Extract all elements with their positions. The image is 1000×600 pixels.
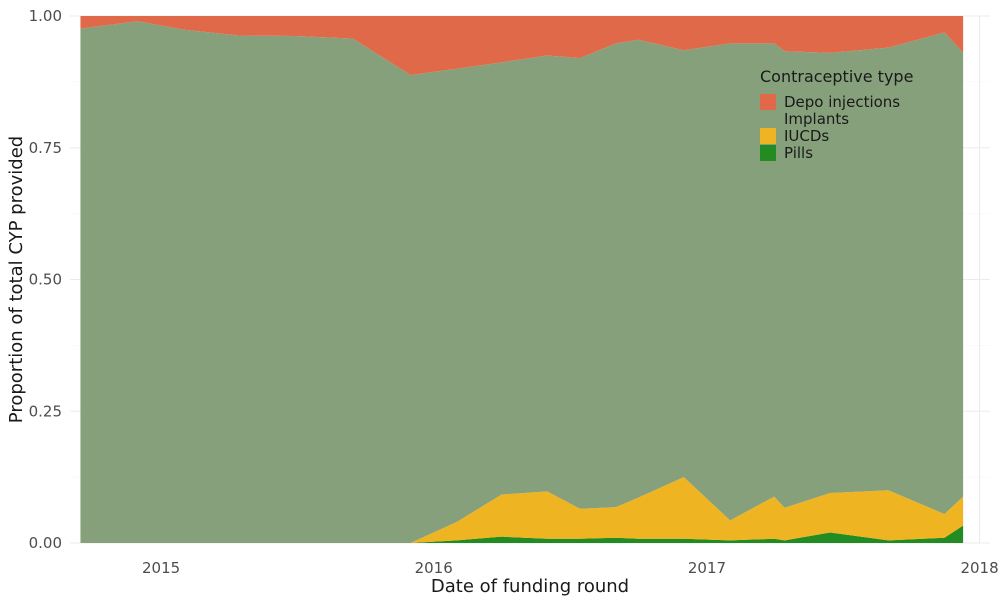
legend-label-depo-injections: Depo injections xyxy=(784,93,900,111)
legend-label-pills: Pills xyxy=(784,144,813,162)
x-tick-label: 2017 xyxy=(688,559,726,577)
y-tick-label: 0.50 xyxy=(29,271,62,289)
y-tick-label: 1.00 xyxy=(29,7,62,25)
area-pills xyxy=(80,525,964,543)
legend-swatch-pills xyxy=(760,145,776,161)
area-series xyxy=(80,16,964,543)
legend-label-iucds: IUCDs xyxy=(784,127,829,145)
area-implants xyxy=(80,21,964,543)
legend-swatch-implants xyxy=(760,111,776,127)
legend: Contraceptive type Depo injectionsImplan… xyxy=(760,67,913,162)
legend-swatch-depo-injections xyxy=(760,94,776,110)
legend-swatch-iucds xyxy=(760,128,776,144)
y-tick-label: 0.00 xyxy=(29,534,62,552)
legend-title: Contraceptive type xyxy=(760,67,913,86)
area-depo-injections xyxy=(80,16,964,76)
y-tick-label: 0.75 xyxy=(29,139,62,157)
x-tick-label: 2015 xyxy=(142,559,180,577)
legend-label-implants: Implants xyxy=(784,110,849,128)
x-axis-ticks: 2015 2016 2017 2018 xyxy=(142,559,999,577)
area-iucds xyxy=(80,477,964,543)
x-tick-label: 2016 xyxy=(415,559,453,577)
y-tick-label: 0.25 xyxy=(29,402,62,420)
y-axis-ticks: 0.00 0.25 0.50 0.75 1.00 xyxy=(29,7,62,552)
x-tick-label: 2018 xyxy=(960,559,998,577)
x-axis-title: Date of funding round xyxy=(431,576,629,597)
y-axis-title: Proportion of total CYP provided xyxy=(6,136,27,423)
